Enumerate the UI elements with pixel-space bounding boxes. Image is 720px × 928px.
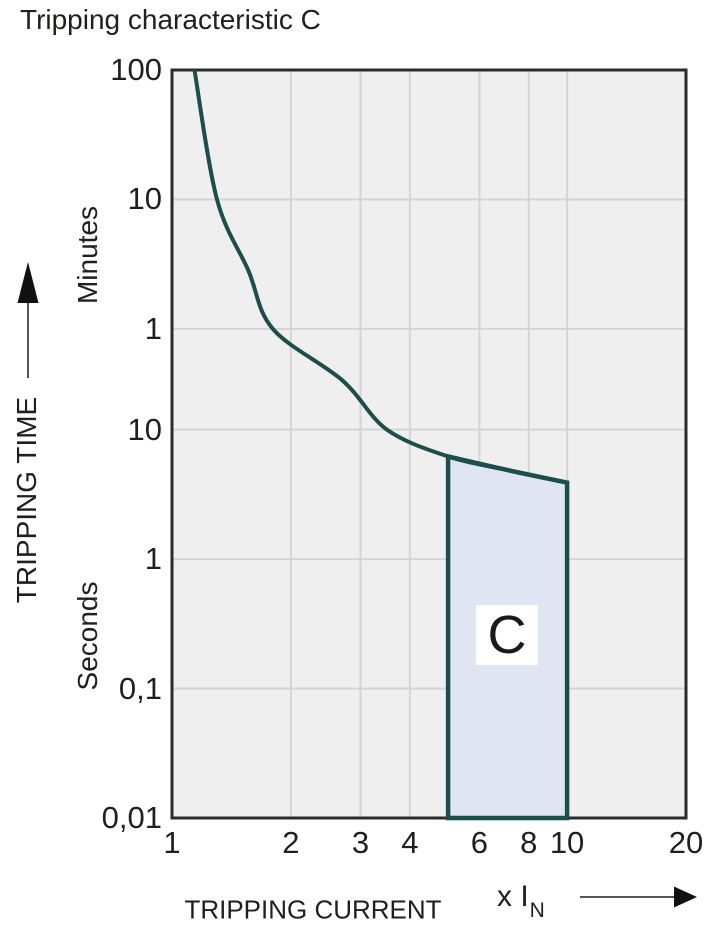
y-axis-tick-label: 0,1 — [118, 670, 162, 706]
y-axis-minutes-unit-label: Minutes — [72, 205, 103, 305]
y-axis-tick-label: 0,01 — [101, 799, 162, 835]
y-axis-tick-label: 10 — [127, 411, 162, 447]
x-axis-tick-label: 1 — [163, 825, 181, 860]
x-axis-unit-label: x IN — [497, 880, 545, 922]
region-label-box: C — [476, 605, 538, 665]
tripping-current-axis-arrow-icon — [580, 886, 697, 908]
chart-title: Tripping characteristic C — [20, 4, 321, 35]
x-axis-unit-prefix: x I — [497, 880, 529, 913]
x-axis-tick-label: 10 — [549, 825, 585, 860]
x-axis-title: TRIPPING CURRENT — [184, 894, 442, 925]
y-axis-tick-label: 100 — [110, 51, 162, 87]
x-axis-tick-label: 20 — [668, 825, 704, 860]
x-axis-tick-label: 8 — [520, 825, 538, 860]
x-axis-tick-label: 2 — [282, 825, 300, 860]
x-axis-tick-label: 4 — [401, 825, 419, 860]
x-axis-tick-label: 6 — [470, 825, 489, 860]
y-axis-tick-label: 1 — [144, 310, 162, 346]
plot-area — [170, 68, 688, 821]
y-axis-tick-label: 1 — [144, 540, 162, 576]
x-axis-tick-label: 3 — [351, 825, 370, 860]
y-axis-title: TRIPPING TIME — [11, 396, 42, 604]
x-axis-unit-subscript: N — [529, 899, 545, 922]
region-label: C — [487, 605, 527, 665]
tripping-time-axis-arrow-icon — [17, 262, 39, 378]
y-axis-seconds-unit-label: Seconds — [72, 581, 103, 691]
y-axis-tick-label: 10 — [127, 181, 162, 217]
